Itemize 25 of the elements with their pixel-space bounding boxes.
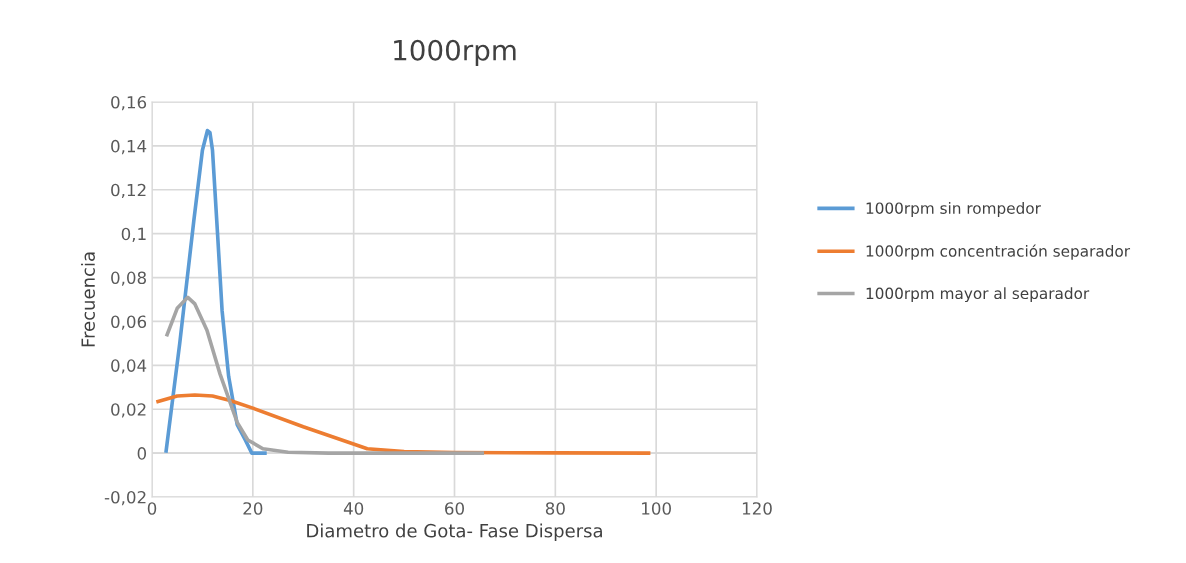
- x-tick-label: 100: [642, 502, 671, 515]
- x-axis-title: Diametro de Gota- Fase Dispersa: [307, 523, 602, 542]
- x-tick-label: 80: [545, 502, 565, 515]
- y-axis-title: Frecuencia: [80, 252, 95, 347]
- x-tick-label: 60: [445, 502, 464, 515]
- y-tick-label: 0,1: [121, 227, 146, 242]
- chart-title: 1000rpm: [394, 39, 516, 67]
- y-tick-label: 0,16: [111, 95, 147, 111]
- x-tick-label: 120: [742, 502, 772, 515]
- legend-label: 1000rpm mayor al separador: [866, 287, 1090, 303]
- x-tick-label: 20: [243, 502, 263, 515]
- y-tick-label: 0,12: [111, 183, 146, 199]
- y-tick-label: 0,02: [111, 403, 146, 418]
- line-series: [165, 295, 485, 455]
- line-series: [164, 128, 267, 455]
- y-tick-label: 0,14: [111, 139, 147, 155]
- y-tick-label: 0: [137, 447, 147, 460]
- x-tick-label: 0: [147, 502, 157, 515]
- legend-label: 1000rpm concentración separador: [866, 244, 1131, 260]
- y-tick-label: -0,02: [104, 490, 146, 506]
- y-tick-label: 0,06: [111, 315, 147, 330]
- y-tick-label: 0,04: [111, 359, 147, 374]
- y-tick-label: 0,08: [111, 271, 146, 286]
- x-tick-label: 40: [343, 502, 364, 515]
- legend-label: 1000rpm sin rompedor: [866, 202, 1041, 217]
